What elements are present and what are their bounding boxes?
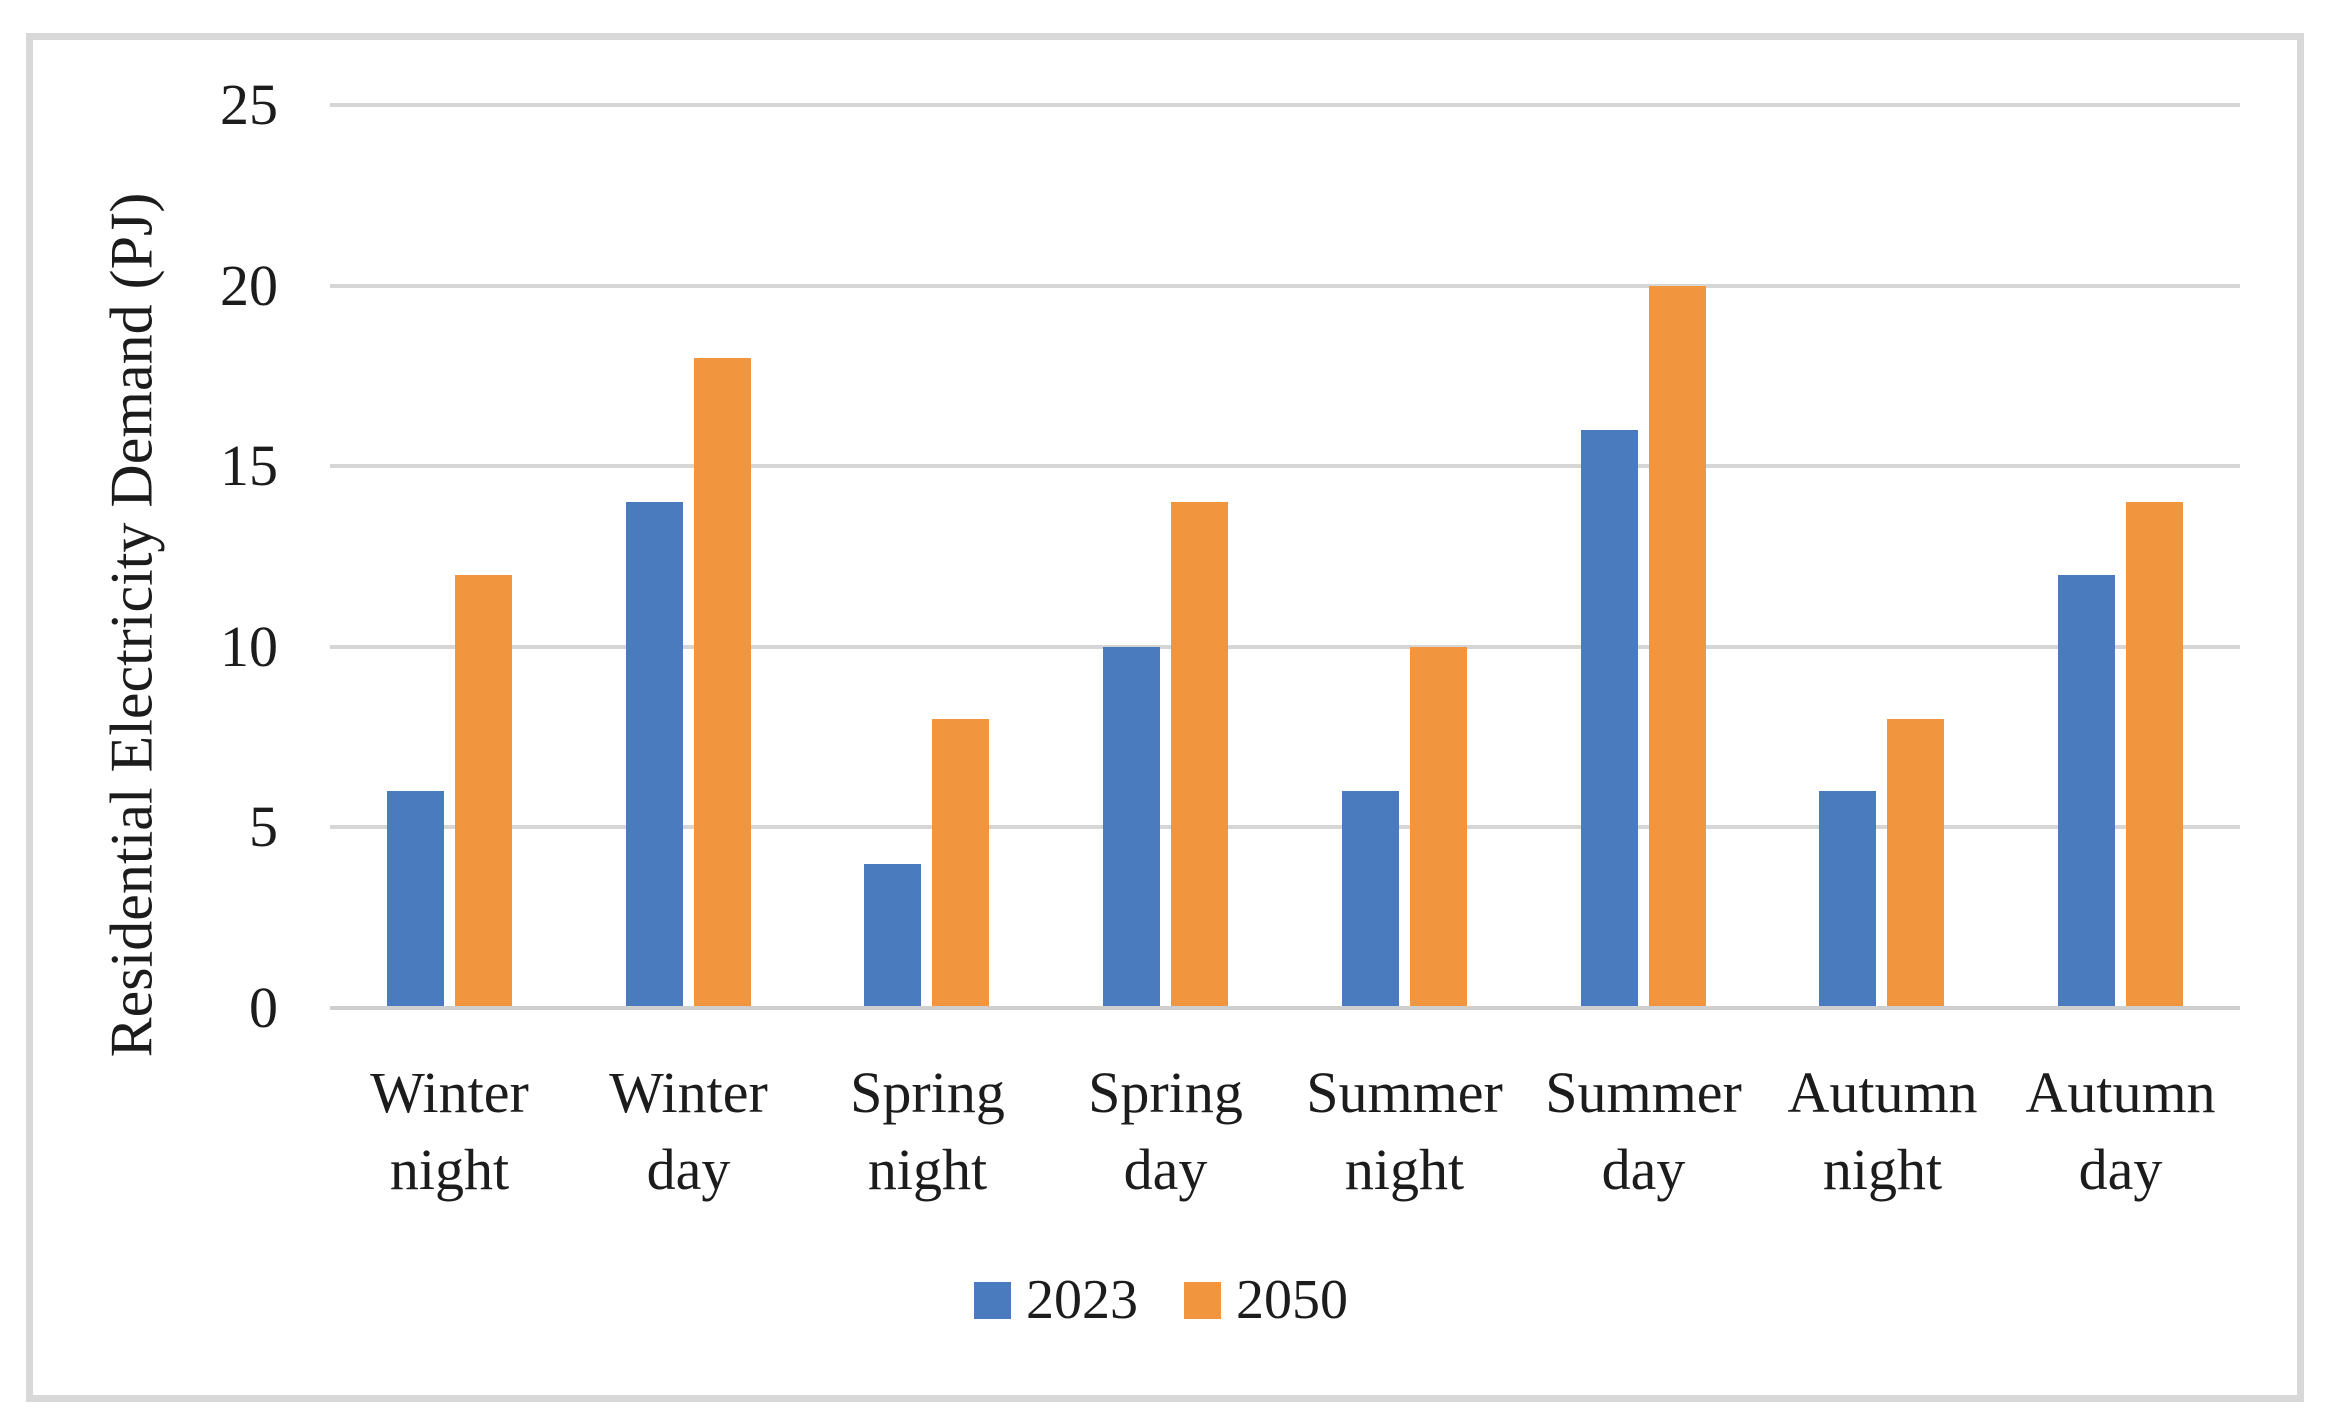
bar-2023-winter-night	[387, 791, 444, 1006]
y-tick-label-10: 10	[220, 614, 278, 679]
legend-item-2023: 2023	[974, 1272, 1138, 1328]
bar-2023-winter-day	[626, 502, 683, 1006]
bar-2050-spring-night	[932, 719, 989, 1006]
x-category-label-summer-day: Summer day	[1545, 1060, 1742, 1202]
gridline-y-20	[330, 284, 2240, 288]
bar-2050-spring-day	[1171, 502, 1228, 1006]
legend: 2023 2050	[974, 1272, 1348, 1328]
bar-2050-summer-night	[1410, 647, 1467, 1006]
y-tick-label-5: 5	[249, 794, 278, 859]
legend-label-2050: 2050	[1236, 1269, 1348, 1331]
bar-2050-autumn-night	[1887, 719, 1944, 1006]
legend-swatch-2050	[1184, 1281, 1221, 1319]
gridline-y-10	[330, 645, 2240, 649]
bar-2050-winter-day	[694, 358, 751, 1006]
x-category-label-spring-day: Spring day	[1088, 1060, 1243, 1202]
y-tick-label-20: 20	[220, 253, 278, 318]
gridline-y-15	[330, 464, 2240, 468]
legend-swatch-2023	[974, 1281, 1011, 1319]
x-category-label-winter-night: Winter night	[370, 1060, 529, 1202]
gridline-y-0	[330, 1006, 2240, 1010]
bar-2023-autumn-day	[2058, 575, 2115, 1006]
bar-2023-summer-day	[1581, 430, 1638, 1006]
x-category-label-summer-night: Summer night	[1306, 1060, 1503, 1202]
bar-2050-autumn-day	[2126, 502, 2183, 1006]
x-category-label-autumn-day: Autumn day	[2025, 1060, 2216, 1202]
x-category-label-autumn-night: Autumn night	[1787, 1060, 1978, 1202]
gridline-y-5	[330, 825, 2240, 829]
bar-2023-autumn-night	[1819, 791, 1876, 1006]
x-category-label-winter-day: Winter day	[609, 1060, 768, 1202]
gridline-y-25	[330, 103, 2240, 107]
figure-border	[26, 33, 2304, 1402]
legend-item-2050: 2050	[1184, 1272, 1348, 1328]
bar-2050-summer-day	[1649, 286, 1706, 1006]
y-tick-label-15: 15	[220, 433, 278, 498]
x-category-label-spring-night: Spring night	[850, 1060, 1005, 1202]
bar-2023-summer-night	[1342, 791, 1399, 1006]
bar-2023-spring-night	[864, 864, 921, 1006]
y-tick-label-25: 25	[220, 72, 278, 137]
legend-label-2023: 2023	[1026, 1269, 1138, 1331]
bar-2023-spring-day	[1103, 647, 1160, 1006]
bar-2050-winter-night	[455, 575, 512, 1006]
y-tick-label-0: 0	[249, 975, 278, 1040]
